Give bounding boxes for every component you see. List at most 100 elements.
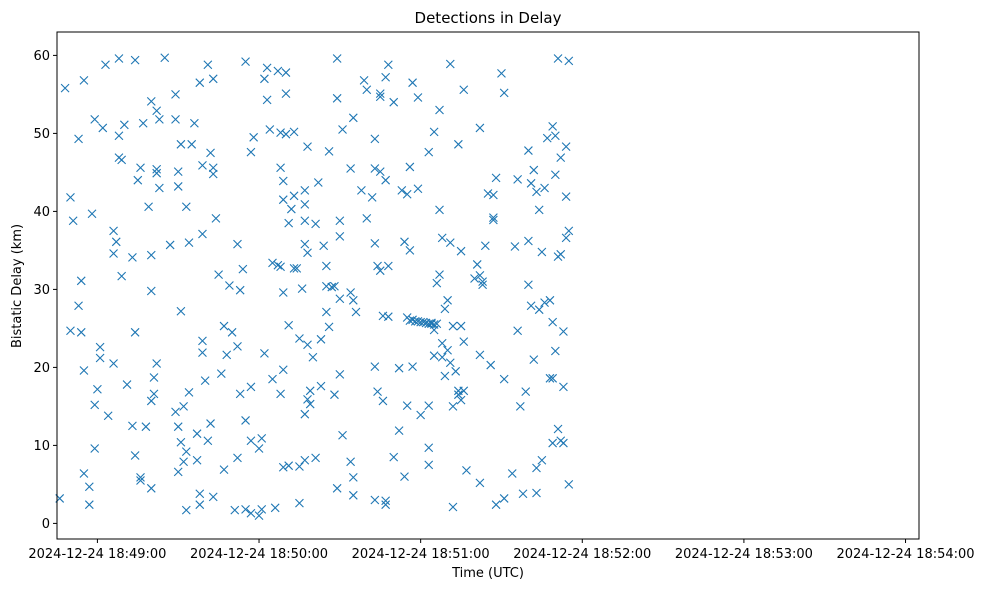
data-point (526, 178, 536, 188)
data-point (559, 438, 568, 448)
data-point (308, 352, 318, 362)
data-point (397, 185, 407, 195)
data-point (513, 175, 523, 184)
data-point (146, 250, 156, 260)
data-point (128, 253, 137, 262)
data-point (300, 239, 310, 249)
data-point (295, 498, 304, 508)
data-point (254, 511, 264, 520)
data-point (128, 421, 137, 431)
data-point (564, 480, 574, 489)
data-point (305, 386, 315, 396)
data-point (192, 455, 202, 465)
data-point (432, 278, 442, 288)
data-point (529, 355, 539, 364)
x-tick-label: 2024-12-24 18:54:00 (836, 547, 974, 562)
data-point (303, 340, 312, 350)
y-axis-label: Bistatic Delay (km) (10, 224, 25, 348)
data-point (278, 288, 288, 297)
data-point (216, 369, 226, 379)
data-point (443, 345, 452, 355)
data-point (459, 337, 469, 347)
data-point (475, 270, 485, 280)
data-point (241, 416, 250, 425)
data-point (276, 389, 285, 399)
data-point (300, 455, 310, 465)
data-point (95, 353, 105, 363)
data-point (303, 248, 312, 258)
data-point (152, 359, 162, 368)
data-point (300, 216, 310, 226)
data-point (448, 402, 458, 411)
data-point (74, 301, 83, 311)
data-point (149, 389, 159, 399)
data-point (246, 147, 256, 157)
data-point (542, 133, 552, 143)
data-point (405, 162, 415, 172)
data-point (122, 380, 132, 389)
data-point (179, 457, 188, 467)
data-point (295, 462, 304, 471)
x-tick-label: 2024-12-24 18:53:00 (675, 547, 813, 562)
y-tick-label: 0 (42, 517, 50, 532)
data-point (362, 85, 372, 95)
data-point (545, 373, 555, 383)
data-point (176, 437, 186, 447)
data-point (141, 422, 151, 432)
data-point (534, 205, 544, 215)
data-point (338, 430, 347, 440)
y-tick-label: 30 (33, 283, 50, 298)
data-point (313, 178, 323, 187)
data-point (136, 472, 145, 482)
data-point (513, 326, 523, 336)
data-point (550, 170, 560, 180)
data-point (76, 276, 86, 286)
data-point (262, 63, 272, 73)
data-point (330, 390, 339, 400)
data-point (375, 266, 385, 276)
data-point (400, 472, 409, 481)
data-point (564, 56, 574, 66)
data-point (90, 114, 100, 124)
data-point (79, 75, 89, 85)
y-tick-label: 60 (33, 49, 50, 64)
data-point (203, 60, 213, 70)
data-point (281, 68, 291, 77)
data-point (553, 424, 563, 434)
data-point (402, 401, 412, 411)
data-point (346, 457, 356, 467)
data-point (93, 384, 102, 394)
data-point (486, 360, 496, 370)
data-point (532, 488, 541, 498)
data-point (459, 386, 469, 396)
data-point (208, 74, 218, 84)
data-point (211, 214, 221, 223)
data-point (540, 183, 549, 193)
data-point (265, 125, 275, 134)
data-point (173, 182, 183, 191)
plot-frame (56, 31, 920, 540)
data-point (76, 327, 86, 337)
data-point (179, 402, 188, 411)
data-point (278, 176, 288, 186)
data-point (564, 226, 574, 236)
data-point (273, 66, 283, 76)
data-point (348, 113, 358, 123)
data-point (319, 241, 329, 251)
data-point (109, 359, 118, 368)
data-point (324, 146, 334, 156)
data-point (246, 436, 256, 446)
data-point (300, 185, 310, 195)
data-point (459, 85, 469, 95)
data-point (246, 508, 256, 518)
data-point (257, 504, 267, 514)
data-point (300, 199, 310, 209)
data-point (149, 373, 159, 382)
data-point (499, 494, 509, 503)
data-point (475, 478, 485, 488)
data-point (130, 55, 140, 65)
data-point (184, 387, 194, 397)
data-point (184, 238, 194, 247)
data-point (95, 342, 105, 352)
